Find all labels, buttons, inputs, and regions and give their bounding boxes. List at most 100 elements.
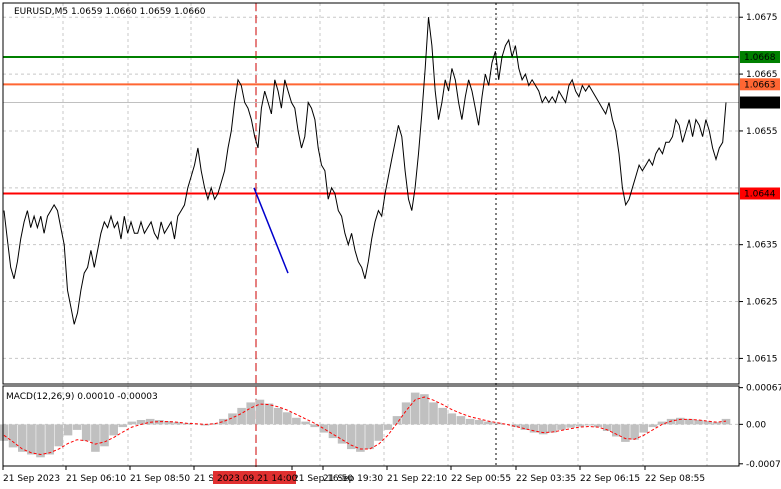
macd-tick-label: 0.00067: [746, 384, 781, 394]
x-tick-label: 22 Sep 03:35: [516, 474, 576, 484]
level-price-tag: [740, 51, 780, 64]
macd-bar: [182, 423, 192, 425]
macd-bar: [621, 424, 630, 442]
x-tick-label: 21 Sep 06:10: [66, 474, 126, 484]
x-tick-label: 21 Sep 2023: [3, 474, 60, 484]
macd-bar: [676, 417, 685, 425]
x-tick-label: 21 Sep 08:50: [130, 474, 190, 484]
trend-line[interactable]: [253, 187, 289, 274]
price-line[interactable]: [3, 17, 727, 325]
macd-bar: [447, 413, 457, 425]
macd-bar: [456, 416, 466, 425]
macd-bar: [347, 424, 356, 450]
macd-bar: [593, 424, 603, 428]
macd-bar: [639, 424, 648, 433]
macd-bar: [246, 402, 255, 425]
macd-bar: [228, 413, 237, 425]
macd-bar: [255, 399, 265, 425]
macd-bar: [292, 417, 301, 425]
macd-bar: [685, 418, 694, 425]
macd-bar: [63, 424, 73, 436]
macd-bar: [209, 423, 219, 425]
macd-bar: [694, 420, 703, 425]
macd-bar: [465, 418, 475, 425]
macd-bar: [264, 403, 274, 425]
macd-bar: [721, 418, 731, 425]
macd-bar: [566, 424, 575, 428]
macd-bar: [0, 424, 9, 441]
macd-bar: [474, 420, 484, 425]
y-tick-label: 1.0655: [746, 127, 778, 137]
y-tick-label: 1.0665: [746, 70, 778, 80]
chart-title: EURUSD,M5 1.0659 1.0660 1.0659 1.0660: [14, 7, 206, 17]
macd-bar: [337, 424, 347, 444]
macd-bar: [511, 424, 521, 428]
cursor-time-label: 2023.09.21 14:00: [217, 474, 298, 484]
macd-bar: [712, 422, 722, 425]
macd-bar: [164, 421, 173, 425]
macd-bar: [72, 424, 82, 430]
macd-bar: [273, 407, 283, 425]
x-tick-label: 22 Sep 08:55: [645, 474, 705, 484]
macd-bar: [54, 424, 64, 447]
macd-bar: [520, 424, 530, 430]
y-tick-label: 1.0635: [746, 241, 778, 251]
macd-bar: [45, 424, 54, 455]
macd-bar: [703, 421, 712, 425]
macd-bar: [118, 424, 128, 428]
macd-bar: [383, 424, 393, 430]
level-price-tag: [740, 96, 780, 109]
macd-bar: [219, 418, 228, 425]
macd-bar: [91, 424, 100, 452]
y-tick-label: 1.0625: [746, 298, 778, 308]
macd-bar: [109, 424, 118, 436]
macd-bar: [319, 424, 329, 433]
level-price-tag: [740, 187, 780, 200]
macd-bar: [100, 424, 109, 447]
macd-bar: [145, 418, 155, 425]
macd-bar: [310, 424, 319, 428]
macd-bar: [548, 424, 557, 433]
macd-panel[interactable]: [0, 392, 731, 458]
macd-bar: [401, 402, 411, 425]
macd-bar: [283, 412, 292, 425]
macd-bar: [557, 424, 566, 430]
macd-bar: [648, 424, 658, 428]
main-frame: [2, 2, 740, 385]
macd-bar: [237, 407, 246, 425]
level-price-label: 1.0660: [744, 99, 776, 109]
macd-bar: [200, 424, 210, 426]
macd-bar: [612, 424, 621, 437]
main-plot[interactable]: [3, 3, 739, 480]
macd-bar: [356, 424, 365, 452]
macd-label: MACD(12,26,9) 0.00010 -0.00003: [6, 392, 158, 402]
x-tick-label: 21 Sep 19:30: [323, 474, 383, 484]
cursor-time-badge: [213, 471, 296, 484]
macd-signal-line: [3, 396, 727, 456]
macd-bar: [365, 424, 374, 450]
macd-bar: [8, 424, 18, 448]
macd-tick-label: 0.00: [746, 420, 766, 430]
macd-bar: [538, 424, 548, 435]
macd-bar: [602, 424, 612, 431]
macd-bar: [81, 424, 91, 441]
macd-bar: [529, 424, 539, 433]
y-tick-label: 1.0675: [746, 13, 778, 23]
x-tick-label: 21 Sep 16:50: [293, 474, 353, 484]
x-tick-label: 21 Sep 22:10: [387, 474, 447, 484]
macd-bar: [484, 421, 493, 425]
macd-bar: [584, 424, 594, 426]
level-price-label: 1.0668: [744, 53, 776, 63]
level-price-tag: [740, 78, 780, 91]
macd-bar: [438, 407, 447, 425]
macd-bar: [328, 424, 338, 439]
macd-bar: [136, 420, 146, 425]
macd-bar: [173, 422, 182, 425]
macd-bar: [36, 424, 45, 458]
macd-frame: [2, 385, 740, 467]
macd-bar: [493, 422, 502, 425]
macd-bar: [420, 394, 429, 425]
